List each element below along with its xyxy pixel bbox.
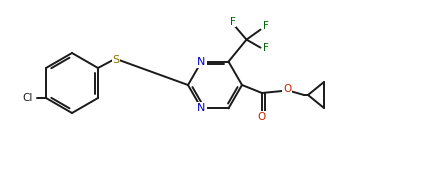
- Text: Cl: Cl: [23, 93, 33, 103]
- Text: N: N: [197, 57, 206, 67]
- Text: F: F: [230, 17, 236, 27]
- Text: F: F: [262, 21, 268, 31]
- Text: S: S: [113, 55, 120, 65]
- Text: F: F: [262, 43, 268, 53]
- Text: N: N: [197, 103, 206, 113]
- Text: O: O: [258, 112, 266, 122]
- Text: O: O: [283, 84, 291, 94]
